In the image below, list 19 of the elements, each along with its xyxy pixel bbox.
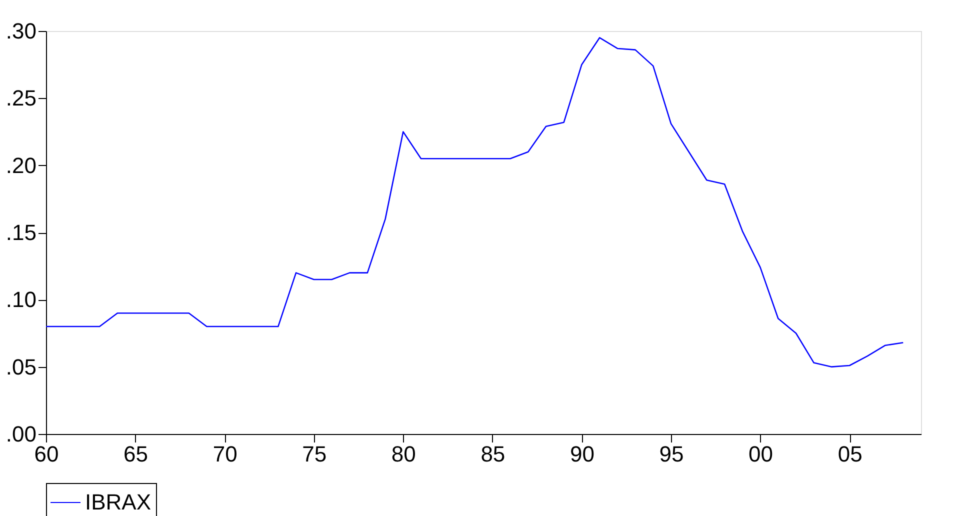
x-tick-label: 80 [391, 442, 416, 466]
x-tick-label: 95 [659, 442, 684, 466]
y-tick-label: .05 [6, 354, 36, 380]
y-tick-label: .25 [6, 86, 36, 111]
y-tick-label: .00 [6, 422, 36, 446]
x-tick-label: 60 [34, 442, 59, 466]
x-tick-label: 70 [212, 442, 238, 466]
y-tick-label: .10 [6, 287, 36, 312]
y-tick-label: .15 [6, 220, 36, 245]
x-tick-label: 65 [124, 442, 148, 466]
line-series [45, 37, 904, 368]
y-tick-label: .20 [6, 152, 36, 178]
x-tick-label: 05 [838, 442, 862, 466]
x-tick-label: 90 [570, 442, 594, 466]
x-tick-label: 85 [480, 442, 506, 466]
legend-label: IBRAX [85, 490, 152, 514]
y-tick-label: .30 [6, 18, 36, 44]
x-tick-label: 00 [748, 442, 774, 466]
x-tick-label: 75 [302, 442, 327, 466]
